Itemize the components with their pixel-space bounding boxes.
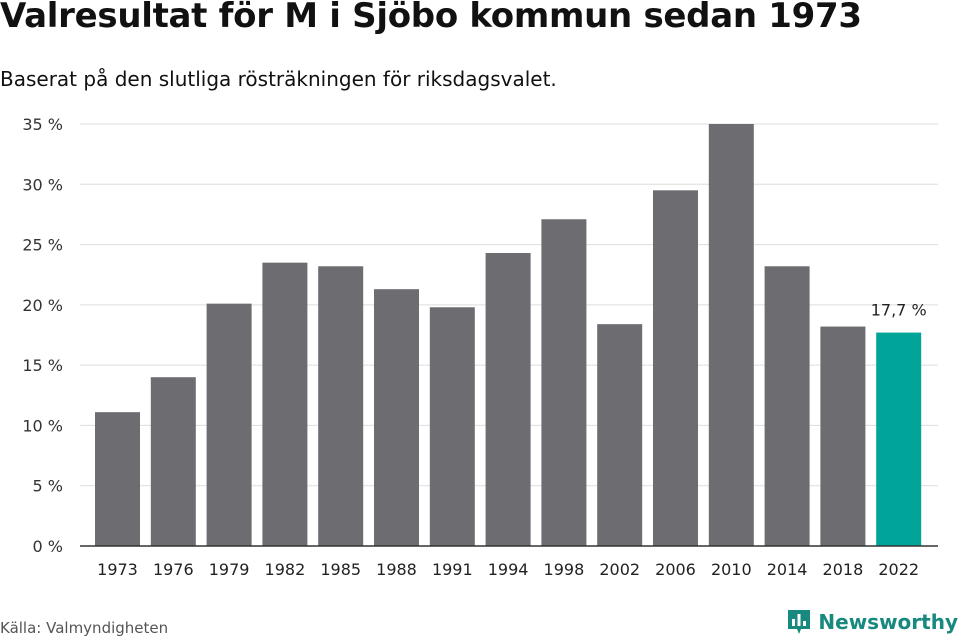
y-tick-label: 30 %: [22, 175, 63, 194]
x-tick-label: 1991: [432, 560, 473, 579]
y-tick-label: 20 %: [22, 296, 63, 315]
x-axis-ticks: 1973 1976 1979 1982 1985 1988 1991 1994 1998 2002…: [97, 560, 919, 579]
bar-1988: [374, 289, 419, 546]
bar-2022: [876, 332, 922, 546]
bar-1998: [541, 219, 587, 546]
bar-1991: [429, 307, 475, 546]
x-tick-label: 1973: [97, 560, 138, 579]
x-tick-label: 2014: [767, 560, 808, 579]
bar-2014: [764, 266, 810, 546]
bar-1985: [318, 266, 364, 546]
x-tick-label: 2002: [599, 560, 640, 579]
bars: [95, 124, 922, 547]
bar-2006: [653, 190, 698, 547]
y-tick-label: 15 %: [22, 356, 63, 375]
bar-1994: [485, 253, 531, 547]
x-tick-label: 2006: [655, 560, 696, 579]
bar-1982: [262, 262, 308, 546]
y-tick-label: 5 %: [33, 477, 63, 496]
x-tick-label: 1976: [153, 560, 194, 579]
y-axis-ticks: 0 % 5 % 10 % 15 % 20 % 25 % 30 % 35 %: [22, 115, 63, 556]
y-tick-label: 0 %: [33, 537, 63, 556]
chart-title: Valresultat för M i Sjöbo kommun sedan 1…: [0, 0, 862, 36]
bar-2018: [820, 326, 866, 546]
x-tick-label: 2018: [823, 560, 864, 579]
data-label-2022: 17,7 %: [871, 301, 927, 320]
x-tick-label: 1994: [488, 560, 529, 579]
x-tick-label: 1985: [320, 560, 361, 579]
x-tick-label: 1998: [544, 560, 585, 579]
x-tick-label: 1979: [209, 560, 250, 579]
bar-2010: [708, 124, 754, 546]
newsworthy-logo-icon: [788, 610, 811, 634]
y-tick-label: 25 %: [22, 236, 63, 255]
x-tick-label: 2010: [711, 560, 752, 579]
bar-1976: [150, 377, 196, 546]
brand-logo: Newsworthy: [786, 608, 958, 636]
chart-subtitle: Baserat på den slutliga rösträkningen fö…: [0, 67, 557, 91]
brand-name: Newsworthy: [818, 610, 958, 634]
bar-1973: [95, 412, 140, 546]
y-tick-label: 35 %: [22, 115, 63, 134]
x-tick-label: 1982: [265, 560, 306, 579]
bar-chart: 0 %5 %10 %15 %20 %25 %30 %35 % 1973 1976 1…: [22, 115, 938, 579]
x-tick-label: 2022: [878, 560, 919, 579]
bar-1979: [206, 303, 252, 546]
annotations: 17,7 %: [871, 301, 927, 320]
bar-2002: [597, 324, 643, 546]
source-note: Källa: Valmyndigheten: [0, 619, 169, 637]
y-tick-label: 10 %: [22, 416, 63, 435]
x-tick-label: 1988: [376, 560, 417, 579]
